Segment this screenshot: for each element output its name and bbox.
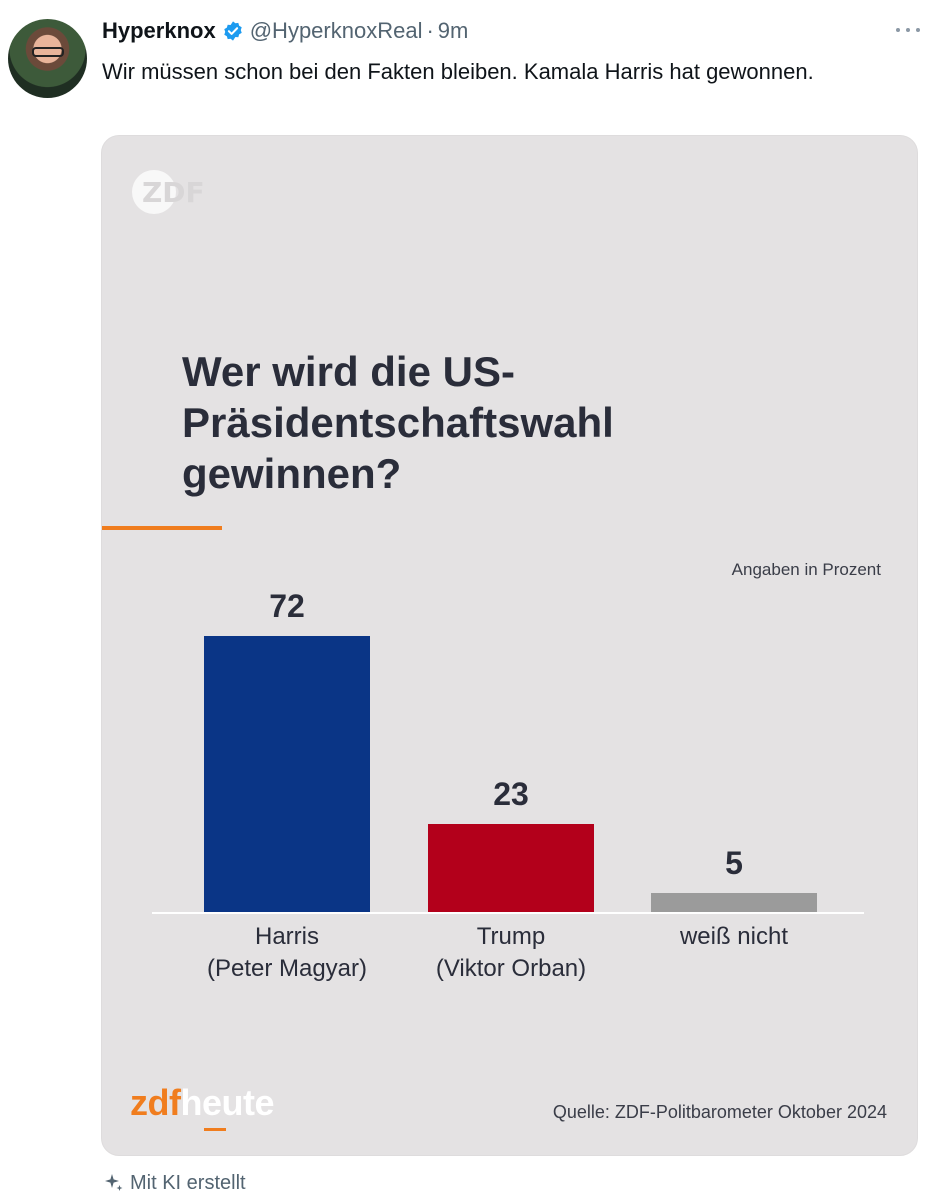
title-accent-line	[102, 526, 222, 530]
ai-note: Mit KI erstellt	[104, 1170, 246, 1196]
handle[interactable]: @HyperknoxReal	[249, 18, 423, 43]
separator: ·	[426, 18, 434, 43]
dot	[896, 28, 900, 32]
verified-badge-icon	[224, 21, 242, 41]
category-label-line: (Peter Magyar)	[206, 955, 368, 982]
dot	[906, 28, 910, 32]
more-options-icon[interactable]	[896, 20, 920, 40]
dot	[916, 28, 920, 32]
category-label: Trump (Viktor Orban)	[391, 921, 631, 985]
display-name[interactable]: Hyperknox	[102, 18, 216, 43]
bar-3	[651, 893, 817, 912]
unit-note: Angaben in Prozent	[731, 560, 881, 579]
tweet-header: Hyperknox @HyperknoxReal · 9m	[102, 16, 468, 46]
category-label: weiß nicht	[614, 921, 854, 953]
brand-zdf: zdf	[130, 1082, 181, 1123]
ai-note-label: Mit KI erstellt	[130, 1171, 246, 1194]
zdfheute-logo: zdfheute	[130, 1082, 274, 1131]
zdf-logo: ZDF	[132, 170, 205, 214]
timestamp[interactable]: 9m	[437, 18, 469, 43]
category-label-line: Trump	[476, 923, 546, 950]
category-label-line: (Viktor Orban)	[435, 955, 587, 982]
sparkle-icon	[105, 1174, 123, 1191]
source-note: Quelle: ZDF-Politbarometer Oktober 2024	[552, 1102, 887, 1122]
category-label-line: Harris	[255, 923, 319, 950]
bar-chart: 72 Harris (Peter Magyar) 23 Trump (Viktor Orb…	[102, 136, 917, 1155]
brand-underline	[204, 1128, 226, 1131]
tweet-media[interactable]: ZDF Wer wird die US-Präsidentschaftswahl…	[101, 135, 918, 1156]
chart-title: Wer wird die US-Präsidentschaftswahl gew…	[182, 348, 614, 497]
bar-value-label: 72	[269, 588, 305, 624]
chart-baseline	[152, 912, 864, 914]
category-label: Harris (Peter Magyar)	[167, 921, 407, 985]
bar-value-label: 23	[493, 776, 529, 812]
zdf-logo-text: ZDF	[142, 176, 205, 209]
bar-1	[204, 636, 370, 912]
avatar[interactable]	[8, 19, 87, 98]
bar-2	[428, 824, 594, 912]
category-label-line: weiß nicht	[679, 923, 789, 950]
avatar-glasses	[32, 47, 64, 57]
tweet-text: Wir müssen schon bei den Fakten bleiben.…	[102, 59, 814, 84]
bar-value-label: 5	[725, 845, 743, 881]
brand-heute: heute	[180, 1082, 274, 1123]
